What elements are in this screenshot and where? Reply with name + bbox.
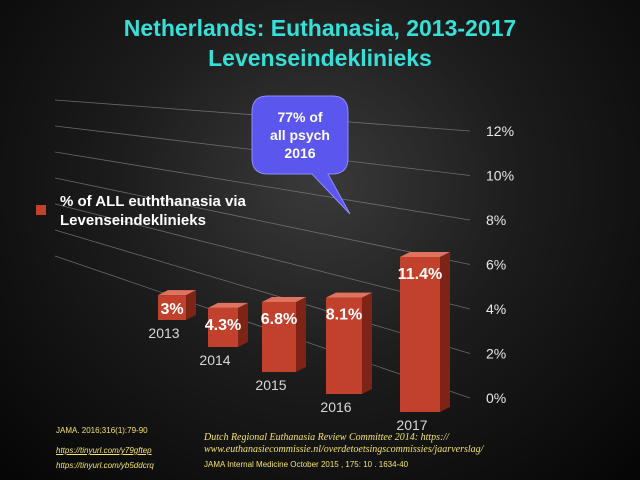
y-tick-label: 10% [486,168,514,184]
x-tick-label: 2017 [396,417,427,433]
data-label: 8.1% [326,307,362,324]
source-internal-medicine: JAMA Internal Medicine October 2015 , 17… [204,460,409,469]
bar-side [186,290,196,320]
source-review-line-1: Dutch Regional Euthanasia Review Committ… [204,432,449,443]
data-label: 11.4% [398,266,442,283]
gridline [54,151,471,221]
y-tick-label: 6% [486,257,506,273]
data-label: 4.3% [205,317,241,334]
y-tick-label: 4% [486,301,506,317]
source-review-committee: Dutch Regional Euthanasia Review Committ… [204,432,483,456]
chart-subtitle: Levenseindeklinieks [208,45,432,71]
legend-text: % of ALL euththanasia via Levenseindekli… [60,193,246,229]
bar-top [262,296,306,302]
gridline [54,177,471,265]
source-link-2[interactable]: https://tinyurl.com/yb5ddcrq [56,461,154,470]
source-link-1[interactable]: https://tinyurl.com/y79gftep [56,446,152,455]
data-label: 6.8% [261,311,297,328]
bar [262,301,296,372]
callout-text: 77% of all psych 2016 [258,108,342,162]
x-tick-label: 2016 [320,399,351,415]
x-tick-label: 2014 [199,352,230,368]
bar-top [208,302,248,308]
callout-line-3: 2016 [284,145,316,161]
x-tick-label: 2013 [148,325,179,341]
bar [400,256,440,412]
bar-top [400,251,450,257]
bar [326,297,362,394]
y-tick-label: 0% [486,390,506,406]
bar-top [158,290,196,296]
bar [158,295,186,320]
bar-top [326,292,372,298]
bar [208,307,238,347]
bar-side [440,251,450,412]
x-tick-label: 2015 [255,377,286,393]
callout-line-2: all psych [270,127,330,143]
data-label: 3% [160,301,183,318]
y-tick-label: 8% [486,212,506,228]
chart-title: Netherlands: Euthanasia, 2013-2017 [123,15,517,41]
bar-side [238,302,248,347]
callout-line-1: 77% of [277,109,323,125]
source-review-line-2: www.euthanasiecommissie.nl/overdetoetsin… [204,444,484,455]
source-jama: JAMA. 2016;316(1):79-90 [56,426,148,435]
legend-swatch [36,205,46,215]
legend: % of ALL euththanasia via Levenseindekli… [36,192,260,230]
callout-bubble [251,95,351,215]
bar-side [296,296,306,372]
bar-side [362,292,372,394]
y-tick-label: 12% [486,123,514,139]
legend-label: % of ALL euththanasia via Levenseindekli… [60,192,260,230]
y-tick-label: 2% [486,346,506,362]
